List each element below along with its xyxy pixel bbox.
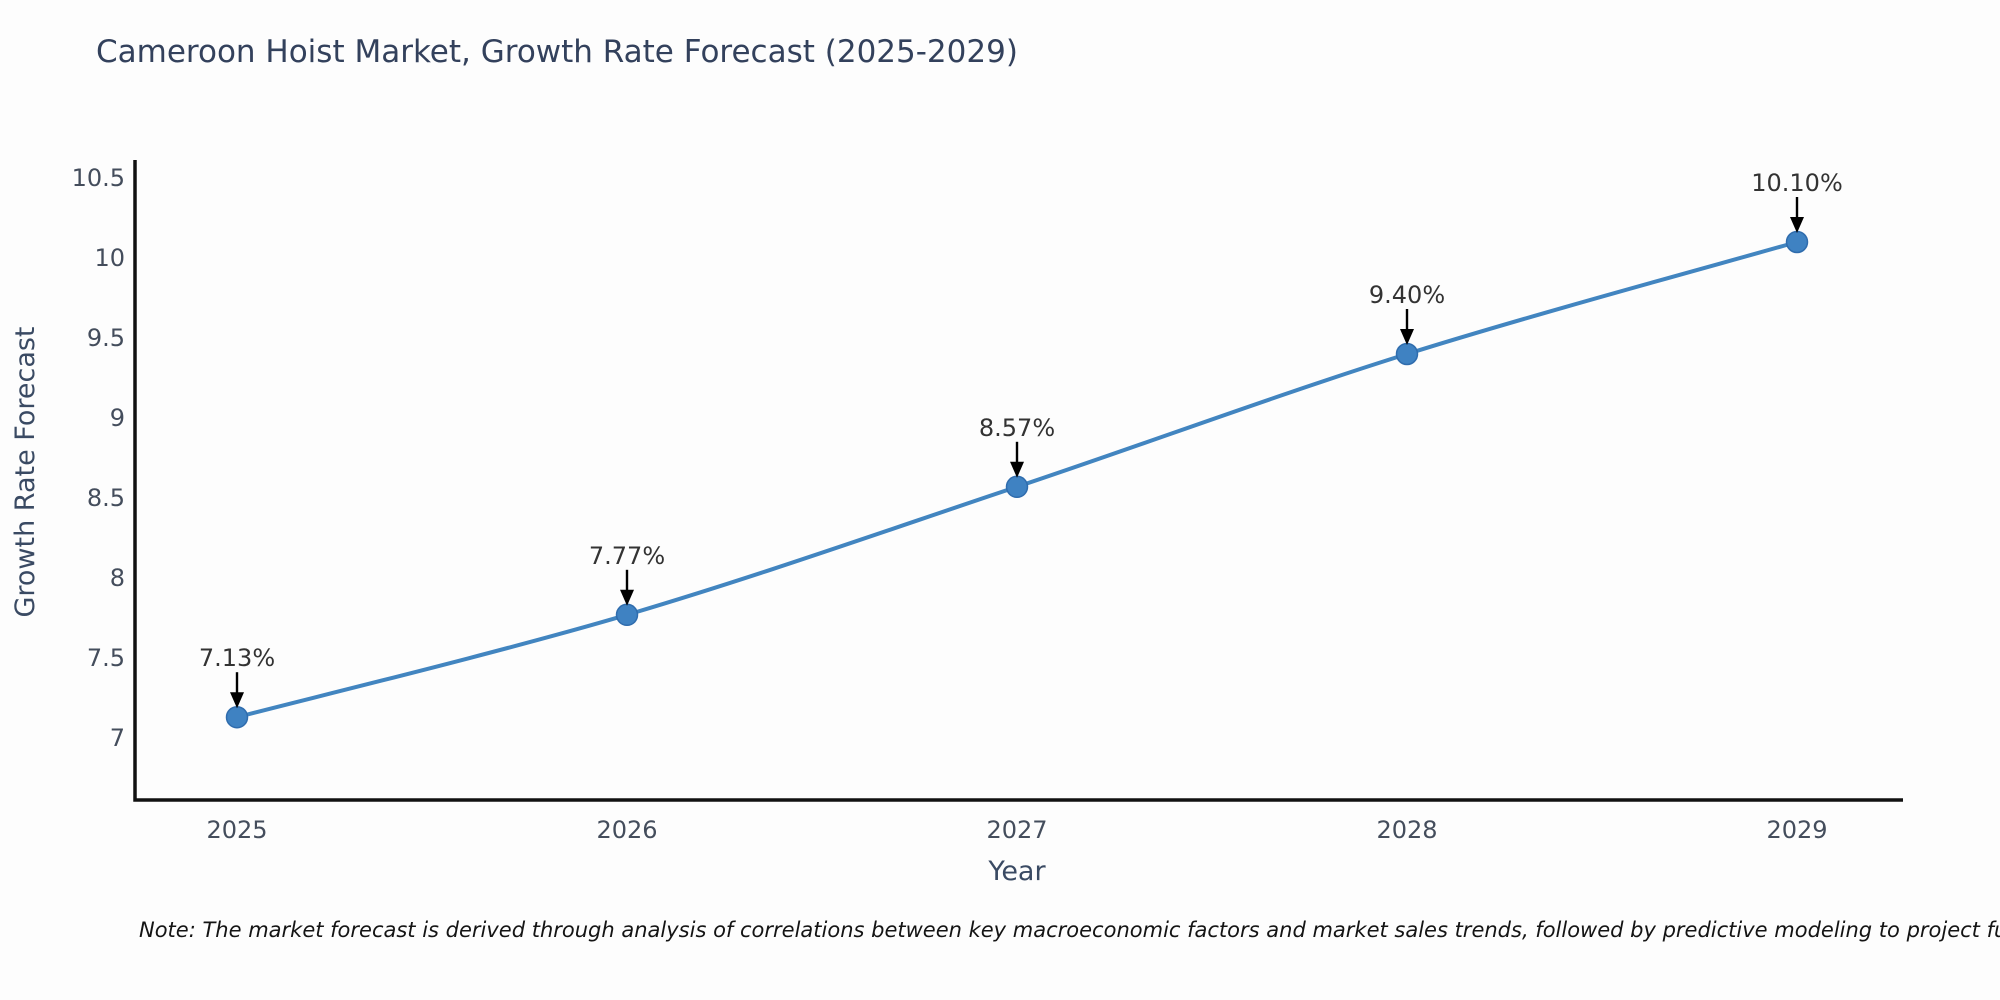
data-point-marker: [615, 603, 639, 627]
data-point-label: 8.57%: [979, 414, 1055, 442]
y-tick-label: 10.5: [72, 164, 125, 192]
data-point-label: 10.10%: [1751, 169, 1843, 197]
x-tick-label: 2029: [1766, 816, 1827, 844]
annotation-arrowhead-icon: [230, 692, 244, 709]
x-axis-title: Year: [988, 856, 1046, 887]
y-tick-label: 8: [110, 564, 125, 592]
data-point-label: 7.13%: [199, 644, 275, 672]
x-tick-label: 2028: [1376, 816, 1437, 844]
x-tick-label: 2027: [986, 816, 1047, 844]
y-tick-label: 7.5: [87, 644, 125, 672]
y-tick-label: 9: [110, 404, 125, 432]
y-tick-label: 7: [110, 724, 125, 752]
y-tick-label: 10: [94, 244, 125, 272]
annotation-arrowhead-icon: [1400, 329, 1414, 345]
data-point-marker: [1395, 342, 1419, 366]
axis-lines: [133, 160, 1903, 802]
chart-title: Cameroon Hoist Market, Growth Rate Forec…: [96, 34, 1018, 70]
data-point-marker: [1005, 475, 1029, 499]
data-point-label: 7.77%: [589, 542, 665, 570]
y-tick-label: 9.5: [87, 324, 125, 352]
x-tick-label: 2025: [206, 816, 267, 844]
data-point-marker: [225, 705, 249, 729]
annotation-arrowhead-icon: [1790, 217, 1804, 233]
data-point-marker: [1785, 230, 1809, 254]
annotation-arrowhead-icon: [620, 589, 634, 606]
y-axis-title: Growth Rate Forecast: [10, 326, 41, 618]
y-tick-label: 8.5: [87, 484, 125, 512]
footnote: Note: The market forecast is derived thr…: [139, 918, 2000, 942]
x-tick-label: 2026: [596, 816, 657, 844]
data-point-label: 9.40%: [1369, 281, 1445, 309]
annotation-arrowhead-icon: [1010, 461, 1024, 478]
